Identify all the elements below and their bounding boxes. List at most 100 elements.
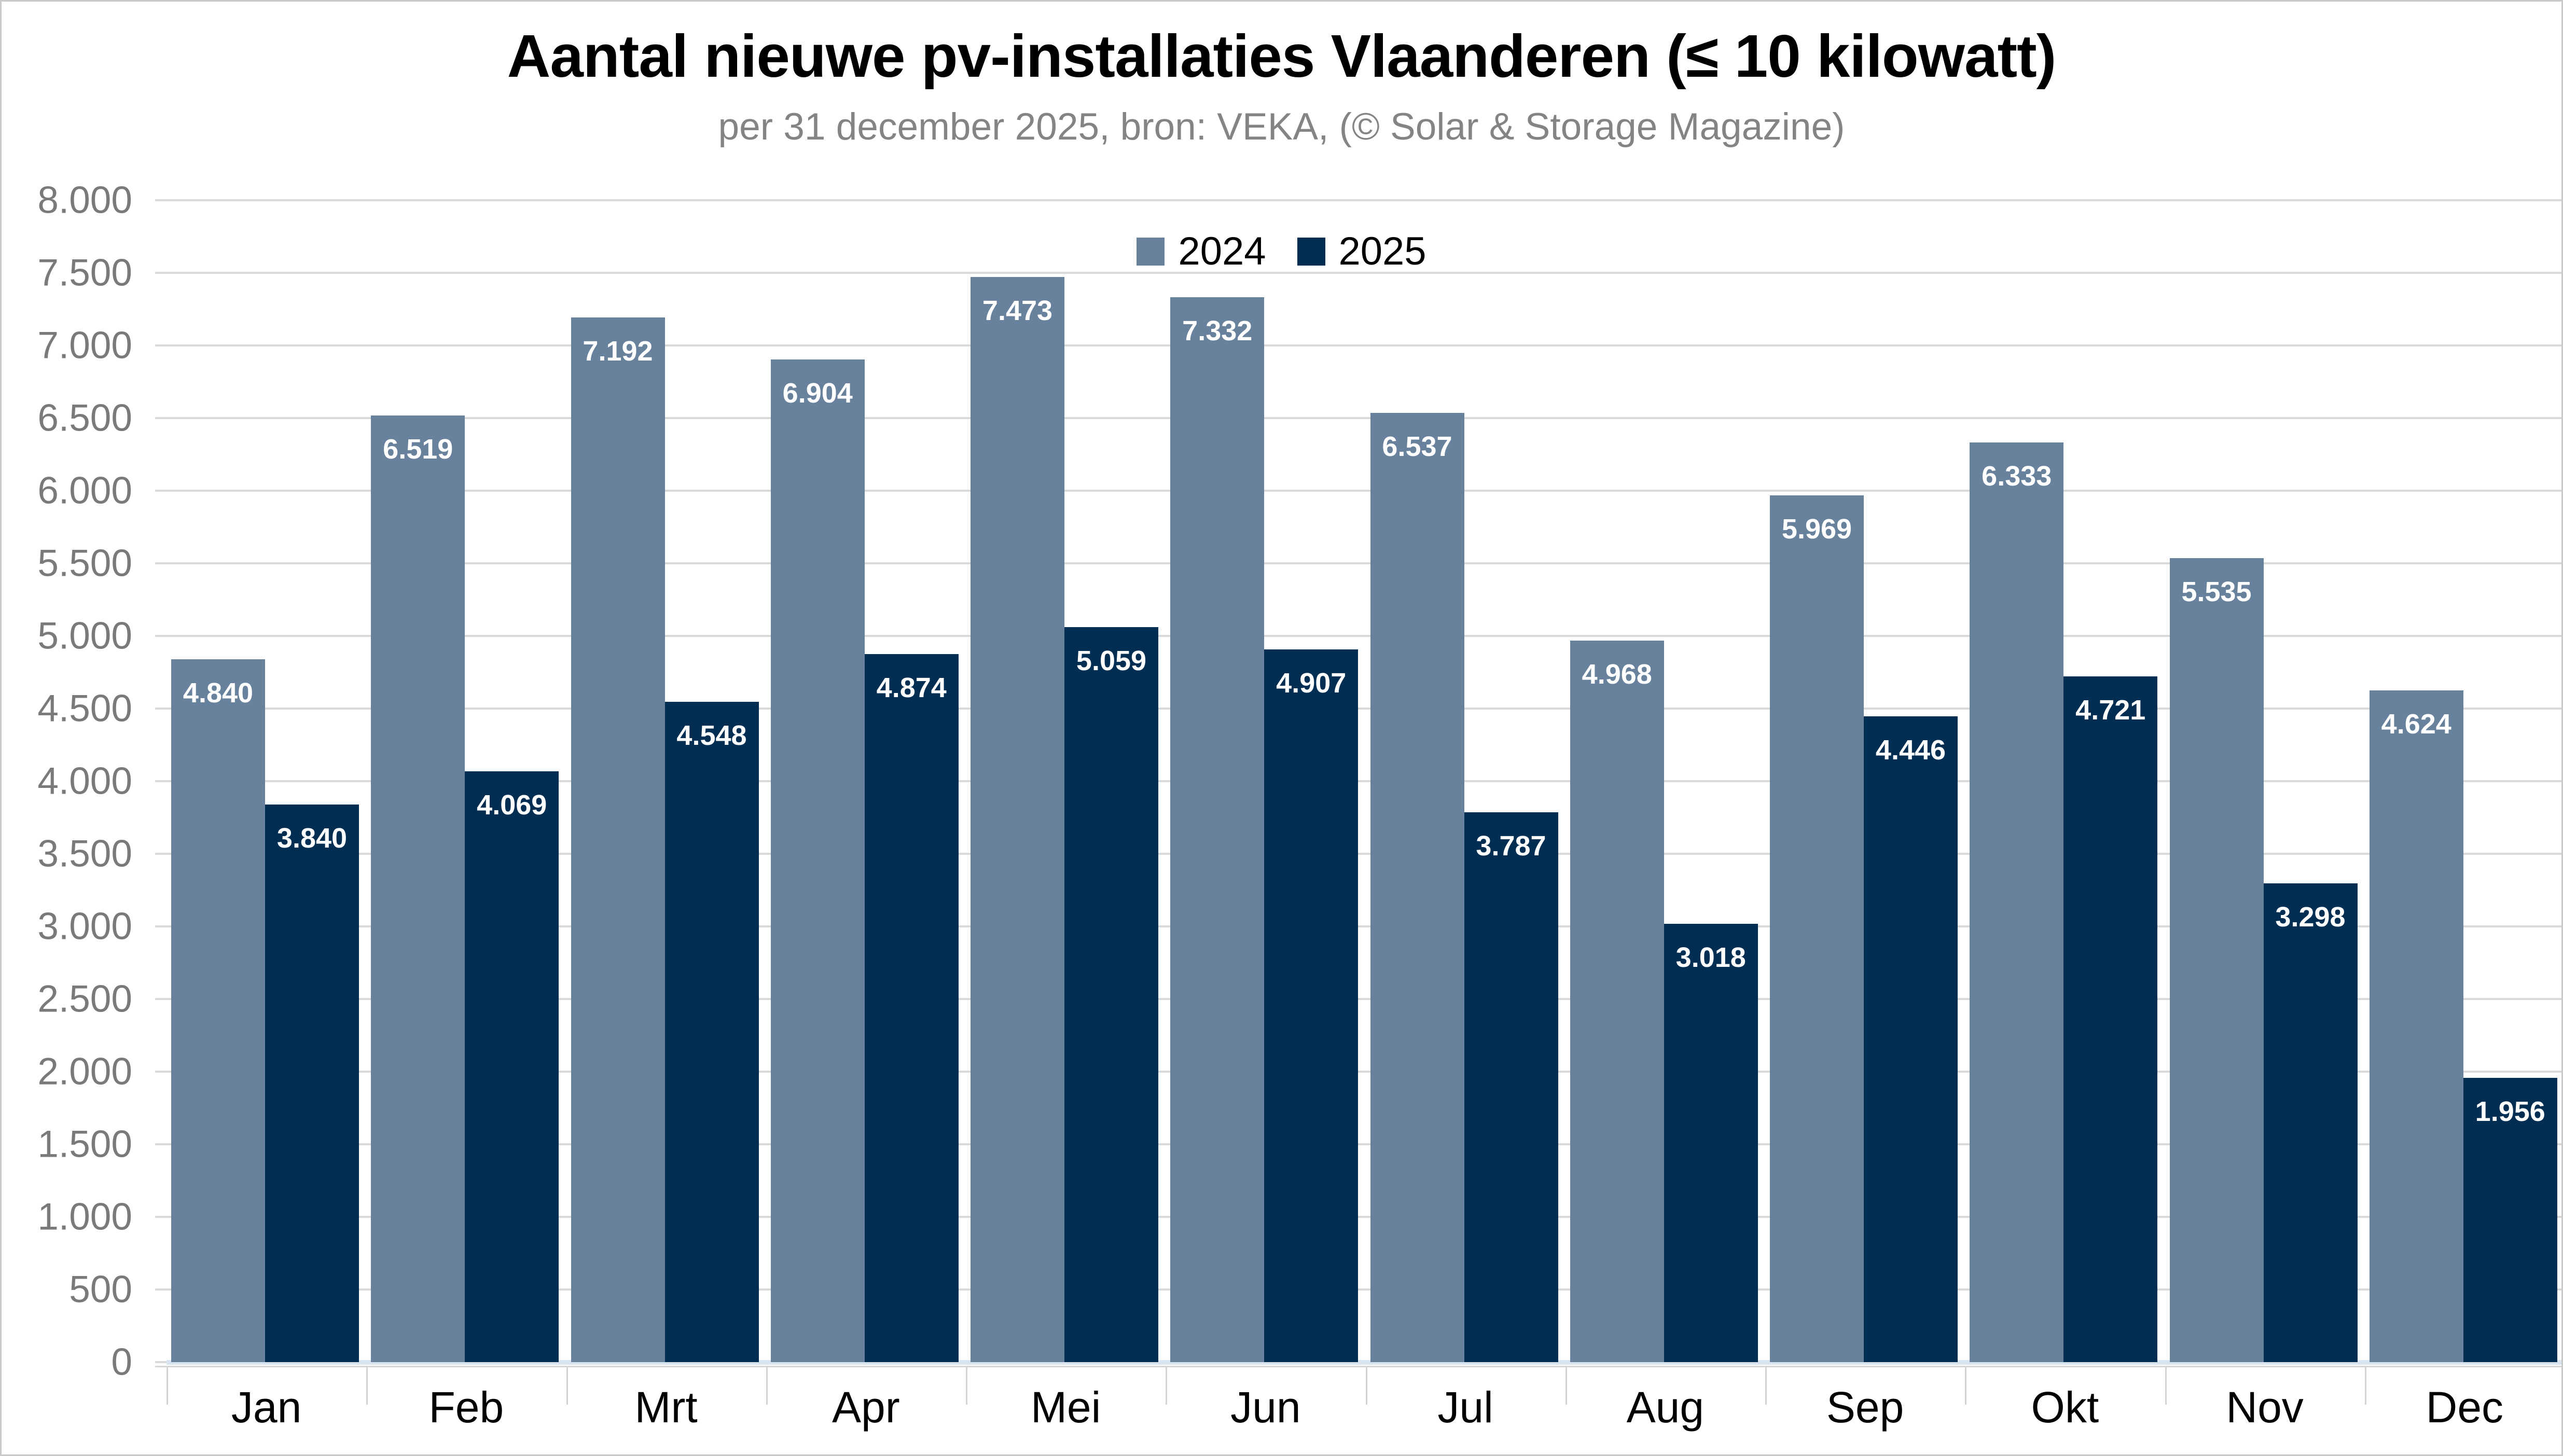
bar-2025-apr: 4.874 [864, 654, 959, 1362]
x-axis-tick-8 [1765, 1367, 1767, 1405]
y-axis-label-4.500: 4.500 [37, 687, 132, 730]
y-axis-label-4.000: 4.000 [37, 760, 132, 802]
y-axis-label-5.000: 5.000 [37, 615, 132, 657]
bar-value-label-2024-mei: 7.473 [982, 295, 1053, 326]
y-axis-label-500: 500 [69, 1268, 132, 1311]
legend-label-2024: 2024 [1178, 229, 1266, 273]
y-axis-tick-5.500 [155, 562, 170, 564]
legend-swatch-2024 [1137, 237, 1165, 266]
bar-value-label-2024-dec: 4.624 [2381, 709, 2451, 740]
y-axis-tick-2.000 [155, 1071, 170, 1073]
gridline-1000 [167, 1216, 2561, 1218]
y-axis-label-8.000: 8.000 [37, 179, 132, 221]
x-axis-label-okt: Okt [2031, 1383, 2099, 1432]
bar-2024-aug: 4.968 [1570, 640, 1664, 1362]
x-axis-label-nov: Nov [2226, 1383, 2304, 1432]
legend-swatch-2025 [1297, 237, 1325, 266]
bar-2024-okt: 6.333 [1970, 442, 2064, 1362]
bar-value-label-2024-mrt: 7.192 [583, 336, 653, 367]
y-axis-tick-4.000 [155, 780, 170, 782]
bar-value-label-2025-nov: 3.298 [2275, 901, 2346, 933]
bar-value-label-2025-sep: 4.446 [1875, 734, 1946, 766]
y-axis-tick-7.500 [155, 272, 170, 274]
x-axis-labels: Jan Feb Mrt Apr Mei Jun Jul Aug Sep Okt Nov Dec [167, 1382, 2561, 1450]
x-axis-tick-3 [766, 1367, 768, 1405]
bar-2024-sep: 5.969 [1770, 495, 1864, 1362]
bar-2025-dec: 1.956 [2463, 1078, 2557, 1362]
bar-2024-jan: 4.840 [171, 659, 265, 1362]
y-axis-tick-3.500 [155, 853, 170, 855]
gridline-6500 [167, 417, 2561, 419]
bar-2025-feb: 4.069 [465, 771, 559, 1362]
bar-value-label-2025-okt: 4.721 [2075, 695, 2146, 726]
bar-value-label-2024-apr: 6.904 [782, 377, 853, 409]
x-axis-tick-4 [966, 1367, 967, 1405]
y-axis-label-3.500: 3.500 [37, 833, 132, 875]
x-axis-tick-5 [1166, 1367, 1168, 1405]
bar-value-label-2024-jun: 7.332 [1182, 315, 1253, 347]
bar-value-label-2024-okt: 6.333 [1982, 460, 2052, 492]
y-axis-labels: 0 500 1.000 1.500 2.000 2.500 3.000 3.500 4.000 4… [2, 179, 132, 1383]
bar-2025-nov: 3.298 [2263, 883, 2358, 1362]
y-axis-tick-0 [155, 1361, 170, 1363]
bar-value-label-2025-jun: 4.907 [1276, 668, 1347, 699]
y-axis-label-2.000: 2.000 [37, 1050, 132, 1093]
gridline-7500 [167, 272, 2561, 274]
x-axis-tick-6 [1365, 1367, 1367, 1405]
bar-value-label-2025-apr: 4.874 [876, 672, 947, 704]
x-axis-label-jul: Jul [1437, 1383, 1493, 1432]
y-axis-label-7.500: 7.500 [37, 252, 132, 294]
x-axis-tick-11 [2364, 1367, 2366, 1405]
gridline-5500 [167, 562, 2561, 564]
x-axis-line [155, 1366, 2561, 1367]
x-axis-baseline-band [167, 1360, 2561, 1365]
gridline-3500 [167, 853, 2561, 855]
gridline-3000 [167, 925, 2561, 927]
bar-2024-dec: 4.624 [2369, 690, 2463, 1362]
bar-2024-jun: 7.332 [1170, 297, 1265, 1362]
bar-2024-apr: 6.904 [770, 359, 865, 1362]
bar-2024-jul: 6.537 [1370, 412, 1464, 1362]
y-axis-tick-7.000 [155, 344, 170, 346]
bar-value-label-2024-feb: 6.519 [383, 433, 453, 465]
x-axis-label-dec: Dec [2426, 1383, 2504, 1432]
bar-2024-nov: 5.535 [2169, 558, 2264, 1362]
bar-2024-feb: 6.519 [371, 415, 465, 1362]
bar-2025-mrt: 4.548 [664, 701, 759, 1362]
y-axis-tick-6.000 [155, 490, 170, 492]
y-axis-label-7.000: 7.000 [37, 324, 132, 367]
chart-subtitle: per 31 december 2025, bron: VEKA, (© Sol… [718, 106, 1845, 148]
bar-value-label-2025-mei: 5.059 [1076, 645, 1147, 677]
y-axis-tick-3.000 [155, 925, 170, 927]
bar-value-label-2024-aug: 4.968 [1582, 658, 1652, 690]
y-axis-tick-5.000 [155, 635, 170, 637]
legend-label-2025: 2025 [1338, 229, 1426, 273]
y-axis-label-5.500: 5.500 [37, 542, 132, 585]
bar-value-label-2024-nov: 5.535 [2181, 576, 2252, 608]
y-axis-tick-500 [155, 1288, 170, 1291]
bar-2025-sep: 4.446 [1864, 716, 1958, 1362]
bar-value-label-2025-feb: 4.069 [477, 789, 547, 821]
x-axis-label-jun: Jun [1230, 1383, 1301, 1432]
x-axis-tick-7 [1565, 1367, 1567, 1405]
gridline-4500 [167, 708, 2561, 710]
x-axis-label-jan: Jan [231, 1383, 302, 1432]
gridline-2000 [167, 1071, 2561, 1073]
bar-2024-mrt: 7.192 [571, 317, 665, 1362]
gridline-7000 [167, 344, 2561, 346]
x-axis-tick-1 [366, 1367, 368, 1405]
gridline-6000 [167, 490, 2561, 492]
bar-2025-okt: 4.721 [2063, 676, 2158, 1362]
y-axis-tick-1.500 [155, 1143, 170, 1145]
plot-area: 4.840 3.840 6.519 4.069 7.192 4.548 6.904 4.874… [155, 199, 2561, 1405]
legend: 2024 2025 [2, 229, 2561, 274]
gridline-2500 [167, 998, 2561, 1000]
bar-value-label-2025-mrt: 4.548 [676, 719, 747, 751]
gridline-4000 [167, 780, 2561, 782]
x-axis-label-aug: Aug [1626, 1383, 1705, 1432]
y-axis-label-6.500: 6.500 [37, 397, 132, 439]
bar-value-label-2024-jul: 6.537 [1382, 431, 1452, 462]
gridline-5000 [167, 635, 2561, 637]
x-axis-label-mrt: Mrt [634, 1383, 698, 1432]
